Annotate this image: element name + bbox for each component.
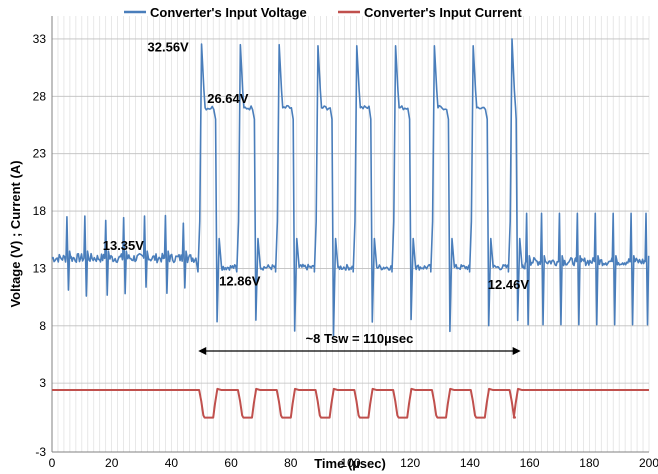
x-axis-label: Time (µsec) bbox=[314, 456, 386, 471]
y-tick-label: 18 bbox=[33, 204, 47, 218]
x-tick-label: 0 bbox=[49, 456, 56, 470]
voltage-series-line bbox=[51, 38, 650, 337]
value-annotation: 12.86V bbox=[219, 274, 261, 289]
y-tick-label: -3 bbox=[35, 445, 46, 459]
span-arrow-head-left bbox=[198, 347, 207, 356]
tick-labels: 0 20 40 60 80 100 120 140 160 180 200 -3 3 8 13 18 23 28 3… bbox=[33, 32, 658, 470]
y-tick-label: 3 bbox=[39, 376, 46, 390]
x-tick-label: 180 bbox=[579, 456, 599, 470]
legend-label-current: Converter's Input Current bbox=[364, 5, 522, 20]
x-tick-label: 140 bbox=[460, 456, 480, 470]
value-annotation: 26.64V bbox=[207, 91, 249, 106]
x-tick-label: 80 bbox=[284, 456, 298, 470]
span-label: ~8 Tsw = 110µsec bbox=[306, 331, 414, 346]
x-tick-label: 20 bbox=[105, 456, 119, 470]
x-tick-label: 160 bbox=[520, 456, 540, 470]
legend: Converter's Input Voltage Converter's In… bbox=[124, 5, 522, 20]
y-tick-label: 28 bbox=[33, 89, 47, 103]
x-tick-label: 120 bbox=[400, 456, 420, 470]
value-annotation: 13.35V bbox=[103, 238, 145, 253]
span-arrow-head-right bbox=[512, 347, 521, 356]
y-tick-label: 23 bbox=[33, 147, 47, 161]
current-series-line bbox=[52, 387, 649, 419]
y-tick-label: 13 bbox=[33, 261, 47, 275]
x-tick-label: 100 bbox=[340, 456, 360, 470]
value-annotation: 32.56V bbox=[148, 40, 190, 55]
x-tick-label: 40 bbox=[165, 456, 179, 470]
x-tick-label: 60 bbox=[224, 456, 238, 470]
y-tick-label: 8 bbox=[39, 319, 46, 333]
axes bbox=[51, 16, 649, 453]
annotations: 32.56V 26.64V 13.35V 12.86V 12.46V bbox=[103, 40, 530, 293]
legend-label-voltage: Converter's Input Voltage bbox=[150, 5, 307, 20]
value-annotation: 12.46V bbox=[488, 277, 530, 292]
span-marker: ~8 Tsw = 110µsec bbox=[198, 331, 521, 356]
y-tick-label: 33 bbox=[33, 32, 47, 46]
y-axis-label: Voltage (V) ; Current (A) bbox=[8, 160, 23, 307]
x-tick-label: 200 bbox=[639, 456, 658, 470]
series-group bbox=[51, 38, 650, 419]
